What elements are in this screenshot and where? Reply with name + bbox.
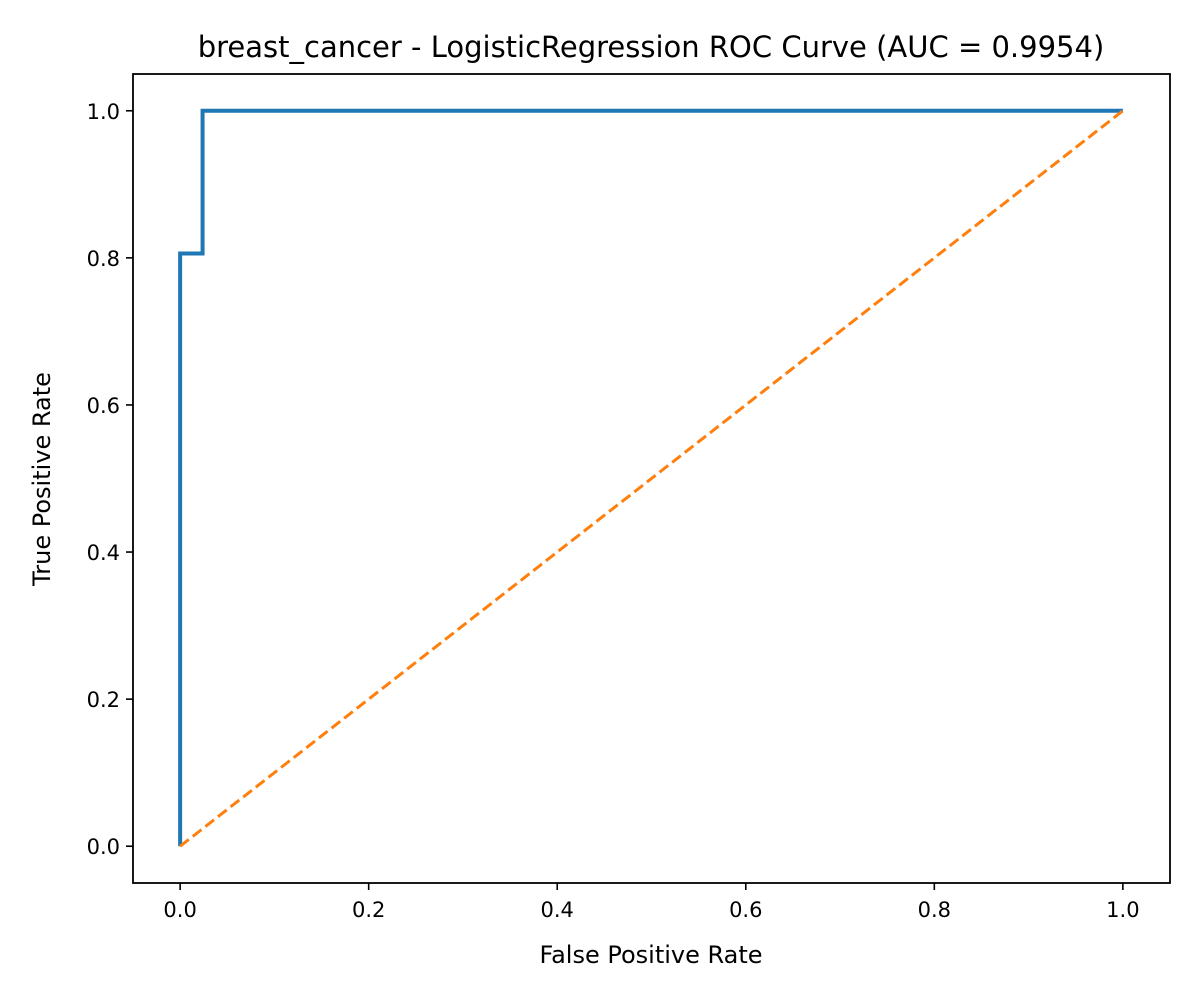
x-tick-label: 0.2 [352, 898, 385, 922]
x-axis-label: False Positive Rate [539, 941, 762, 969]
x-tick-label: 0.4 [541, 898, 574, 922]
roc-curve-line [178, 108, 1123, 847]
y-tick-label: 0.2 [87, 688, 120, 712]
y-axis-ticks: 0.0 0.2 0.4 0.6 0.8 1.0 [87, 100, 133, 859]
y-tick-label: 1.0 [87, 100, 120, 124]
y-tick-label: 0.8 [87, 247, 120, 271]
y-tick-label: 0.6 [87, 394, 120, 418]
plot-frame [132, 73, 1171, 884]
y-tick-label: 0.0 [87, 835, 120, 859]
x-axis-ticks: 0.0 0.2 0.4 0.6 0.8 1.0 [163, 883, 1140, 922]
y-tick-label: 0.4 [87, 541, 120, 565]
chance-diagonal-line [179, 109, 1124, 848]
chart-title: breast_cancer - LogisticRegression ROC C… [198, 30, 1105, 64]
plot-area [178, 108, 1124, 848]
x-tick-label: 0.6 [729, 898, 762, 922]
x-tick-label: 0.0 [163, 898, 196, 922]
y-axis-label: True Positive Rate [28, 372, 56, 587]
x-tick-label: 0.8 [918, 898, 951, 922]
x-tick-label: 1.0 [1106, 898, 1139, 922]
